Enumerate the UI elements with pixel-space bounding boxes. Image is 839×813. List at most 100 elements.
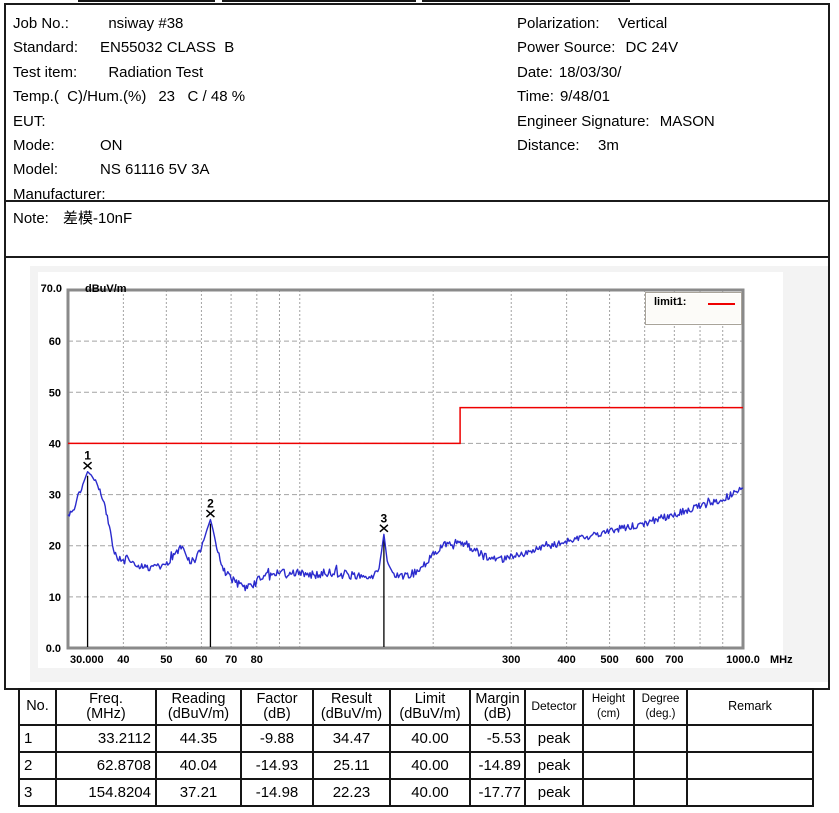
cell-no: 1 (18, 724, 57, 753)
chart-panel: 1 2 3 70.0 dBuV/m 60 50 40 30 20 10 0.0 30.000 40 50 60… (4, 256, 830, 690)
plot-border (66, 288, 745, 650)
cell-reading: 37.21 (155, 778, 242, 807)
col-header-limit: Limit (dBuV/m) (389, 688, 471, 726)
cell-height (582, 778, 635, 807)
info-right-column: Polarization: Vertical Power Source: DC 2… (517, 12, 715, 158)
cell-freq: 62.8708 (55, 751, 157, 780)
col-header-detector: Detector (524, 688, 584, 726)
x-axis-tick-label: 1000.0 (726, 654, 760, 666)
info-label: Temp.( C)/Hum.(%) (13, 88, 147, 106)
table-row: 1 33.2112 44.35 -9.88 34.47 40.00 -5.53 peak (18, 724, 814, 753)
x-axis-tick-label: 500 (600, 654, 618, 666)
table-row: 2 62.8708 40.04 -14.93 25.11 40.00 -14.89 peak (18, 751, 814, 780)
cell-result: 25.11 (312, 751, 391, 780)
info-label: Standard: (13, 39, 79, 57)
x-axis-tick-label: 60 (195, 654, 207, 666)
info-value: 3m (585, 136, 619, 154)
x-axis-tick-label: 80 (251, 654, 263, 666)
cell-degree (633, 751, 688, 780)
marker-3-number: 3 (381, 511, 388, 525)
chart-canvas: 1 2 3 70.0 dBuV/m 60 50 40 30 20 10 0.0 30.000 40 50 60… (38, 272, 793, 668)
cell-margin: -17.77 (469, 778, 526, 807)
info-label: EUT: (13, 112, 46, 130)
test-info-panel: Job No.: nsiway #38 Standard: EN55032 CLAS… (4, 3, 830, 203)
cell-margin: -5.53 (469, 724, 526, 753)
cell-limit: 40.00 (389, 724, 471, 753)
emission-spectrum-chart: 1 2 3 70.0 dBuV/m 60 50 40 30 20 10 0.0 30.000 40 50 60… (30, 266, 828, 682)
x-axis-tick-label: 70 (225, 654, 237, 666)
cutoff-text-remnant (422, 0, 630, 2)
y-axis-tick-label: 30 (49, 490, 61, 502)
cell-detector: peak (524, 724, 584, 753)
x-axis-tick-label: 700 (665, 654, 683, 666)
info-label: Mode: (13, 136, 55, 154)
info-label: Distance: (517, 136, 580, 154)
x-axis-tick-label: 600 (635, 654, 653, 666)
info-label: Power Source: (517, 39, 616, 57)
limit1-line (68, 406, 743, 445)
y-axis-tick-label: 20 (49, 541, 61, 553)
y-axis-unit-label: dBuV/m (85, 283, 127, 295)
col-header-no: No. (18, 688, 57, 726)
cell-remark (686, 751, 814, 780)
note-panel: Note: 差模-10nF (4, 200, 830, 258)
x-axis-tick-label: 300 (502, 654, 520, 666)
info-row-right: Date: 18/03/30/ (517, 61, 715, 85)
y-axis-tick-label: 10 (49, 592, 61, 604)
table-row: 3 154.8204 37.21 -14.98 22.23 40.00 -17.77 peak (18, 778, 814, 807)
chart-legend: limit1: (645, 292, 742, 325)
info-label: Time: (517, 88, 554, 106)
results-table: No. Freq. (MHz) Reading (dBuV/m) Factor (dB) Re… (18, 688, 814, 807)
cell-factor: -14.93 (240, 751, 314, 780)
cell-height (582, 724, 635, 753)
chart-inner-background (38, 272, 783, 668)
cell-result: 34.47 (312, 724, 391, 753)
info-label: Manufacturer: (13, 185, 106, 203)
cell-margin: -14.89 (469, 751, 526, 780)
info-value: Radiation Test (100, 63, 204, 81)
info-label: Date: (517, 63, 553, 81)
info-value: DC 24V (621, 39, 679, 57)
info-row-right: Polarization: Vertical (517, 12, 715, 36)
cell-degree (633, 778, 688, 807)
info-value: Vertical (605, 15, 668, 32)
x-axis-unit-label: MHz (770, 654, 793, 666)
info-label: Engineer Signature: (517, 112, 650, 130)
cell-no: 3 (18, 778, 57, 807)
info-row-left: Standard: EN55032 CLASS B (13, 36, 245, 60)
results-header-row: No. Freq. (MHz) Reading (dBuV/m) Factor (dB) Re… (18, 688, 814, 726)
col-header-reading: Reading (dBuV/m) (155, 688, 242, 726)
info-row-right: Distance: 3m (517, 134, 715, 158)
measurement-trace (67, 471, 744, 592)
x-axis-tick-label: 30.000 (70, 654, 104, 666)
col-header-remark: Remark (686, 688, 814, 726)
info-row-left: Model: NS 61116 5V 3A (13, 158, 245, 182)
marker-1-number: 1 (84, 449, 91, 463)
info-value: 18/03/30/ (558, 63, 622, 81)
col-header-height: Height (cm) (582, 688, 635, 726)
info-row-left: Test item: Radiation Test (13, 61, 245, 85)
cell-reading: 44.35 (155, 724, 242, 753)
marker-1-cross (83, 461, 93, 470)
note-value: 差模-10nF (63, 210, 133, 227)
cell-result: 22.23 (312, 778, 391, 807)
col-header-factor: Factor (dB) (240, 688, 314, 726)
cell-factor: -14.98 (240, 778, 314, 807)
info-value: MASON (655, 112, 715, 130)
info-value: 9/48/01 (559, 88, 610, 106)
info-value: EN55032 CLASS B (100, 39, 235, 57)
cell-factor: -9.88 (240, 724, 314, 753)
cell-limit: 40.00 (389, 778, 471, 807)
info-left-column: Job No.: nsiway #38 Standard: EN55032 CLAS… (13, 12, 245, 207)
legend-limit1-label: limit1: (654, 296, 687, 308)
info-label: Model: (13, 161, 59, 179)
info-row-left: Temp.( C)/Hum.(%) 23 C / 48 % (13, 85, 245, 109)
cell-detector: peak (524, 751, 584, 780)
x-axis-tick-label: 40 (117, 654, 129, 666)
cell-freq: 154.8204 (55, 778, 157, 807)
cell-height (582, 751, 635, 780)
info-row-left: Mode: ON (13, 134, 245, 158)
col-header-freq: Freq. (MHz) (55, 688, 157, 726)
cell-freq: 33.2112 (55, 724, 157, 753)
